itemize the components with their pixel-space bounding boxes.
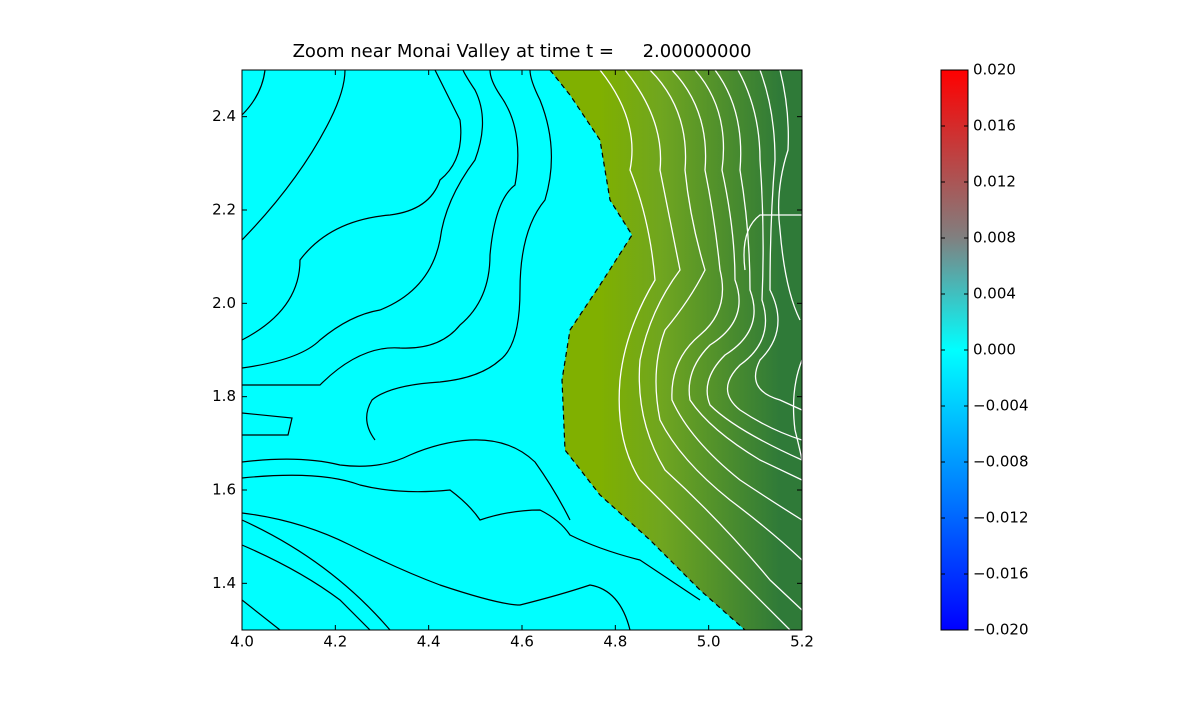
x-tick-label: 4.6 [510,633,534,651]
colorbar-tick-label: −0.012 [973,509,1029,527]
colorbar-tick-label: −0.004 [973,397,1029,415]
y-tick-label: 1.6 [212,481,236,499]
x-tick-label: 5.0 [697,633,721,651]
colorbar [940,69,969,631]
colorbar-tick-label: 0.000 [973,341,1016,359]
shoreline [549,70,746,630]
y-tick-label: 2.2 [212,201,236,219]
contours-water [242,70,701,630]
y-tick-label: 1.4 [212,574,236,592]
colorbar-tick-label: 0.016 [973,117,1016,135]
y-tick-label: 2.4 [212,107,236,125]
dry-region [550,70,802,630]
colorbar-tick-label: 0.012 [973,173,1016,191]
x-tick-label: 5.2 [790,633,814,651]
y-tick-label: 1.8 [212,387,236,405]
x-tick-label: 4.2 [323,633,347,651]
contours-land [599,70,802,630]
colorbar-tick-label: 0.008 [973,229,1016,247]
y-tick-label: 2.0 [212,294,236,312]
x-tick-label: 4.0 [230,633,254,651]
chart-title: Zoom near Monai Valley at time t = 2.000… [293,41,752,62]
x-tick-label: 4.8 [603,633,627,651]
colorbar-tick-label: 0.020 [973,61,1016,79]
x-tick-label: 4.4 [417,633,441,651]
plot-area [242,70,802,630]
colorbar-tick-label: −0.016 [973,565,1029,583]
colorbar-tick-label: 0.004 [973,285,1016,303]
colorbar-tick-label: −0.008 [973,453,1029,471]
colorbar-tick-label: −0.020 [973,621,1029,639]
ticks: 4.0 4.2 4.4 4.6 4.8 5.0 5.2 1.4 1.6 1.8 2.0 2.2 2.4 0… [212,61,1028,651]
